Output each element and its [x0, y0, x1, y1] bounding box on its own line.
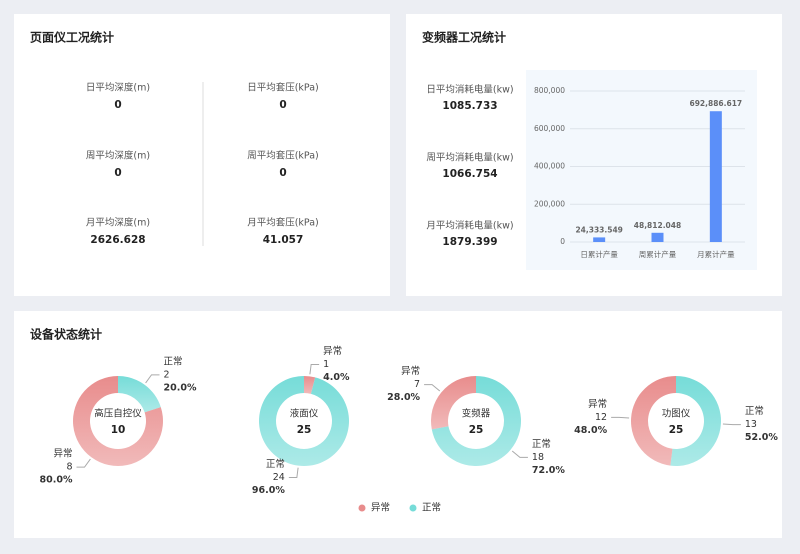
segment-percent: 20.0%	[164, 382, 197, 393]
donut-segment	[304, 376, 316, 394]
stat-value: 0	[279, 99, 286, 111]
stat-label: 月平均套压(kPa)	[247, 217, 319, 229]
donut-segment	[431, 376, 476, 430]
bar	[593, 237, 606, 242]
x-tick-label: 月累计产量	[697, 249, 735, 259]
donut-total: 25	[297, 424, 312, 436]
segment-value: 18	[532, 452, 544, 463]
stat-label: 日平均消耗电量(kw)	[426, 84, 513, 96]
stat-value: 0	[114, 167, 121, 179]
panel	[14, 14, 390, 296]
leader-line	[722, 423, 741, 426]
bar	[709, 111, 722, 242]
segment-value: 1	[323, 359, 329, 370]
legend-label: 正常	[422, 502, 441, 514]
segment-value: 24	[273, 472, 285, 483]
y-tick-label: 400,000	[534, 162, 565, 171]
stat-label: 周平均套压(kPa)	[247, 150, 319, 162]
donut-center-label: 功图仪	[662, 409, 691, 420]
legend-marker	[409, 504, 417, 512]
stat-value: 1085.733	[442, 100, 497, 112]
segment-percent: 28.0%	[387, 392, 420, 403]
segment-value: 7	[414, 379, 420, 390]
stat-value: 41.057	[263, 234, 304, 246]
donut-segment	[630, 376, 676, 466]
stat-label: 月平均深度(m)	[86, 217, 150, 229]
segment-name: 正常	[164, 355, 183, 367]
segment-percent: 72.0%	[532, 465, 565, 476]
segment-value: 2	[164, 369, 170, 380]
y-tick-label: 800,000	[534, 86, 565, 95]
segment-name: 正常	[532, 438, 551, 450]
donut-segment	[431, 376, 522, 467]
panel-title: 页面仪工况统计	[30, 30, 114, 45]
segment-percent: 96.0%	[252, 485, 285, 496]
data-label: 692,886.617	[689, 99, 742, 108]
segment-name: 正常	[266, 458, 285, 470]
leader-line	[309, 363, 320, 375]
panel-title: 变频器工况统计	[422, 30, 506, 45]
legend-label: 异常	[371, 502, 390, 514]
segment-value: 8	[66, 462, 72, 473]
donut-total: 25	[669, 424, 684, 436]
segment-percent: 48.0%	[574, 425, 607, 436]
stat-label: 周平均消耗电量(kw)	[426, 152, 513, 164]
stat-label: 日平均套压(kPa)	[247, 82, 319, 94]
stat-value: 0	[114, 99, 121, 111]
donut-center-label: 变频器	[462, 408, 491, 420]
donut-center-label: 高压自控仪	[94, 408, 142, 420]
donut-center-label: 液面仪	[290, 408, 319, 420]
leader-line	[145, 374, 160, 384]
segment-percent: 52.0%	[745, 432, 778, 443]
stat-value: 0	[279, 167, 286, 179]
segment-name: 正常	[745, 405, 764, 417]
segment-percent: 4.0%	[323, 372, 350, 383]
stat-label: 周平均深度(m)	[86, 150, 150, 162]
segment-name: 异常	[323, 345, 342, 357]
segment-value: 12	[595, 412, 607, 423]
bar	[651, 232, 664, 242]
donut-segment	[259, 376, 349, 466]
panel	[14, 311, 782, 538]
data-label: 24,333.549	[575, 225, 622, 234]
donut-segment	[73, 376, 164, 467]
leader-line	[288, 467, 299, 479]
leader-line	[76, 458, 91, 468]
donut-segment	[670, 376, 721, 466]
segment-name: 异常	[53, 448, 72, 460]
x-tick-label: 周累计产量	[639, 249, 677, 259]
segment-name: 异常	[588, 398, 607, 410]
segment-name: 异常	[401, 365, 420, 377]
data-label: 48,812.048	[634, 221, 681, 230]
stat-label: 日平均深度(m)	[86, 82, 150, 94]
stat-value: 1066.754	[442, 168, 497, 180]
y-tick-label: 600,000	[534, 124, 565, 133]
donut-segment	[118, 376, 161, 413]
segment-percent: 80.0%	[40, 475, 73, 486]
segment-value: 13	[745, 419, 757, 430]
donut-total: 10	[111, 424, 126, 436]
x-tick-label: 日累计产量	[580, 249, 618, 259]
stat-label: 月平均消耗电量(kw)	[426, 220, 513, 232]
stat-value: 2626.628	[90, 234, 145, 246]
leader-line	[424, 384, 441, 392]
legend-marker	[358, 504, 366, 512]
stat-value: 1879.399	[442, 236, 497, 248]
leader-line	[511, 450, 528, 458]
leader-line	[611, 416, 630, 419]
donut-total: 25	[469, 424, 484, 436]
panel-title: 设备状态统计	[30, 327, 102, 342]
y-tick-label: 0	[560, 237, 565, 246]
y-tick-label: 200,000	[534, 199, 565, 208]
